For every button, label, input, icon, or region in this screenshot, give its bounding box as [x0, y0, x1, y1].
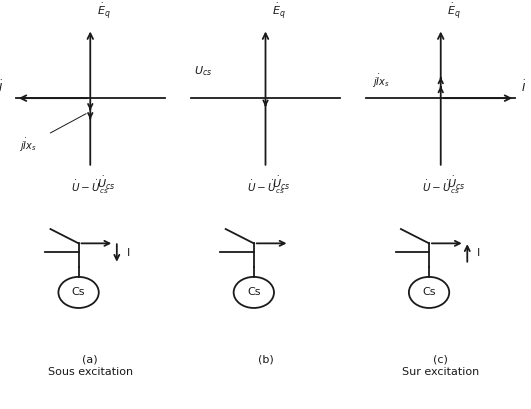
Text: $\dot{U}_{cs}$: $\dot{U}_{cs}$ — [447, 175, 466, 192]
Text: Cs: Cs — [422, 288, 436, 297]
Text: $\dot{U}_{cs}$: $\dot{U}_{cs}$ — [272, 175, 290, 192]
Text: (c): (c) — [433, 355, 448, 365]
Text: $U_{cs}$: $U_{cs}$ — [194, 64, 212, 78]
Text: Cs: Cs — [72, 288, 85, 297]
Text: $j\dot{I}x_s$: $j\dot{I}x_s$ — [19, 137, 37, 154]
Text: $\dot{U}-\dot{U}_{cs}$: $\dot{U}-\dot{U}_{cs}$ — [422, 179, 459, 196]
Text: (a): (a) — [82, 355, 98, 365]
Text: $\dot{U}-\dot{U}_{cs}$: $\dot{U}-\dot{U}_{cs}$ — [247, 179, 284, 196]
Text: $\dot{I}$: $\dot{I}$ — [521, 79, 526, 94]
Text: $\dot{I}$: $\dot{I}$ — [0, 79, 3, 94]
Text: (b): (b) — [258, 355, 273, 365]
Text: Sous excitation: Sous excitation — [48, 367, 133, 377]
Text: Sur excitation: Sur excitation — [402, 367, 479, 377]
Text: $\dot{U}_{cs}$: $\dot{U}_{cs}$ — [97, 175, 115, 192]
Text: I: I — [126, 248, 130, 258]
Text: Cs: Cs — [247, 288, 261, 297]
Text: $\dot{E}_q$: $\dot{E}_q$ — [447, 2, 461, 21]
Text: I: I — [477, 248, 480, 258]
Text: $\dot{E}_q$: $\dot{E}_q$ — [97, 2, 110, 21]
Text: $j\dot{I}x_s$: $j\dot{I}x_s$ — [372, 72, 390, 90]
Text: $\dot{E}_q$: $\dot{E}_q$ — [272, 2, 286, 21]
Text: $\dot{U}-\dot{U}_{cs}$: $\dot{U}-\dot{U}_{cs}$ — [72, 179, 109, 196]
